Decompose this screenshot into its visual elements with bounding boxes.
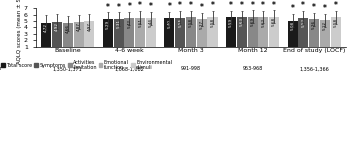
Text: *: *: [106, 3, 110, 12]
Text: 5.31: 5.31: [117, 19, 121, 28]
Bar: [124, 18, 134, 53]
Bar: [197, 19, 207, 53]
Bar: [288, 20, 297, 53]
Text: 5.29: 5.29: [106, 19, 110, 29]
Text: *: *: [291, 4, 295, 13]
Text: *: *: [312, 3, 316, 12]
Bar: [258, 17, 268, 53]
Text: n: n: [0, 66, 2, 71]
Bar: [269, 17, 279, 53]
Text: 5.12: 5.12: [323, 21, 327, 30]
Text: 5.58: 5.58: [189, 18, 193, 27]
Text: 991-998: 991-998: [181, 66, 201, 71]
Text: *: *: [261, 1, 265, 10]
Y-axis label: AQLQ scores (mean ± SD): AQLQ scores (mean ± SD): [18, 0, 23, 64]
Text: 953-968: 953-968: [243, 66, 263, 71]
Bar: [103, 19, 113, 53]
Text: *: *: [200, 3, 204, 12]
Text: 5.63: 5.63: [240, 17, 244, 26]
Text: 4.87: 4.87: [77, 22, 81, 31]
Text: *: *: [189, 1, 193, 10]
Bar: [320, 20, 330, 53]
Bar: [207, 17, 218, 53]
Text: *: *: [117, 3, 120, 12]
Text: 5.68: 5.68: [272, 17, 276, 26]
Text: 5.59: 5.59: [229, 18, 233, 27]
Text: 1,356-1,366: 1,356-1,366: [299, 66, 329, 71]
Bar: [135, 18, 145, 53]
Bar: [175, 18, 185, 53]
Text: 1,068-1,082: 1,068-1,082: [114, 66, 144, 71]
Text: 1,350-1,371: 1,350-1,371: [53, 66, 83, 71]
Text: 5.08: 5.08: [290, 21, 295, 30]
Bar: [52, 22, 62, 53]
Text: 4.92: 4.92: [55, 22, 59, 31]
Text: 4.66: 4.66: [66, 23, 70, 32]
Bar: [41, 23, 51, 53]
Text: *: *: [251, 1, 254, 9]
Text: *: *: [334, 1, 338, 10]
Text: *: *: [168, 2, 171, 11]
Text: 5.27: 5.27: [200, 20, 204, 29]
Text: 5.40: 5.40: [168, 19, 171, 28]
Text: 5.58: 5.58: [210, 18, 214, 27]
Text: *: *: [323, 4, 327, 13]
Text: 5.26: 5.26: [312, 20, 316, 29]
Bar: [186, 17, 196, 53]
Bar: [84, 21, 94, 53]
Legend: Total score, Symptoms, Activities
limitation, Emotional
function, Environmental
: Total score, Symptoms, Activities limita…: [1, 60, 172, 70]
Text: *: *: [127, 2, 131, 11]
Text: 5.44: 5.44: [149, 19, 153, 27]
Text: 5.58: 5.58: [334, 18, 338, 27]
Text: *: *: [210, 1, 214, 10]
Bar: [298, 18, 308, 53]
Text: 5.69: 5.69: [251, 17, 254, 26]
Bar: [247, 17, 258, 53]
Bar: [331, 17, 341, 53]
Text: *: *: [149, 2, 153, 11]
Text: *: *: [272, 1, 276, 10]
Text: *: *: [229, 1, 233, 10]
Bar: [74, 22, 84, 53]
Bar: [309, 19, 319, 53]
Text: 5.42: 5.42: [127, 19, 131, 28]
Text: 4.72: 4.72: [44, 23, 48, 32]
Text: *: *: [178, 1, 182, 10]
Bar: [146, 18, 156, 53]
Text: 4.97: 4.97: [87, 22, 92, 31]
Text: 5.62: 5.62: [261, 17, 265, 26]
Text: 5.51: 5.51: [138, 18, 142, 27]
Text: *: *: [301, 1, 305, 10]
Text: 5.52: 5.52: [301, 18, 305, 27]
Bar: [63, 23, 73, 53]
Bar: [226, 17, 236, 53]
Bar: [114, 19, 124, 53]
Bar: [164, 18, 174, 53]
Bar: [237, 17, 247, 53]
Text: *: *: [240, 1, 244, 10]
Text: *: *: [138, 1, 142, 10]
Text: 5.55: 5.55: [178, 18, 182, 27]
